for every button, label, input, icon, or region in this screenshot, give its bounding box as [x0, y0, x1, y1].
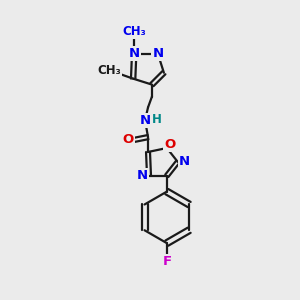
- Text: N: N: [179, 155, 190, 168]
- Text: CH₃: CH₃: [122, 25, 146, 38]
- Text: H: H: [152, 113, 162, 126]
- Text: F: F: [162, 256, 171, 268]
- Text: CH₃: CH₃: [98, 64, 121, 77]
- Text: N: N: [136, 169, 148, 182]
- Text: N: N: [140, 114, 151, 127]
- Text: N: N: [129, 47, 140, 60]
- Text: O: O: [164, 138, 176, 151]
- Text: O: O: [123, 133, 134, 146]
- Text: N: N: [152, 47, 164, 60]
